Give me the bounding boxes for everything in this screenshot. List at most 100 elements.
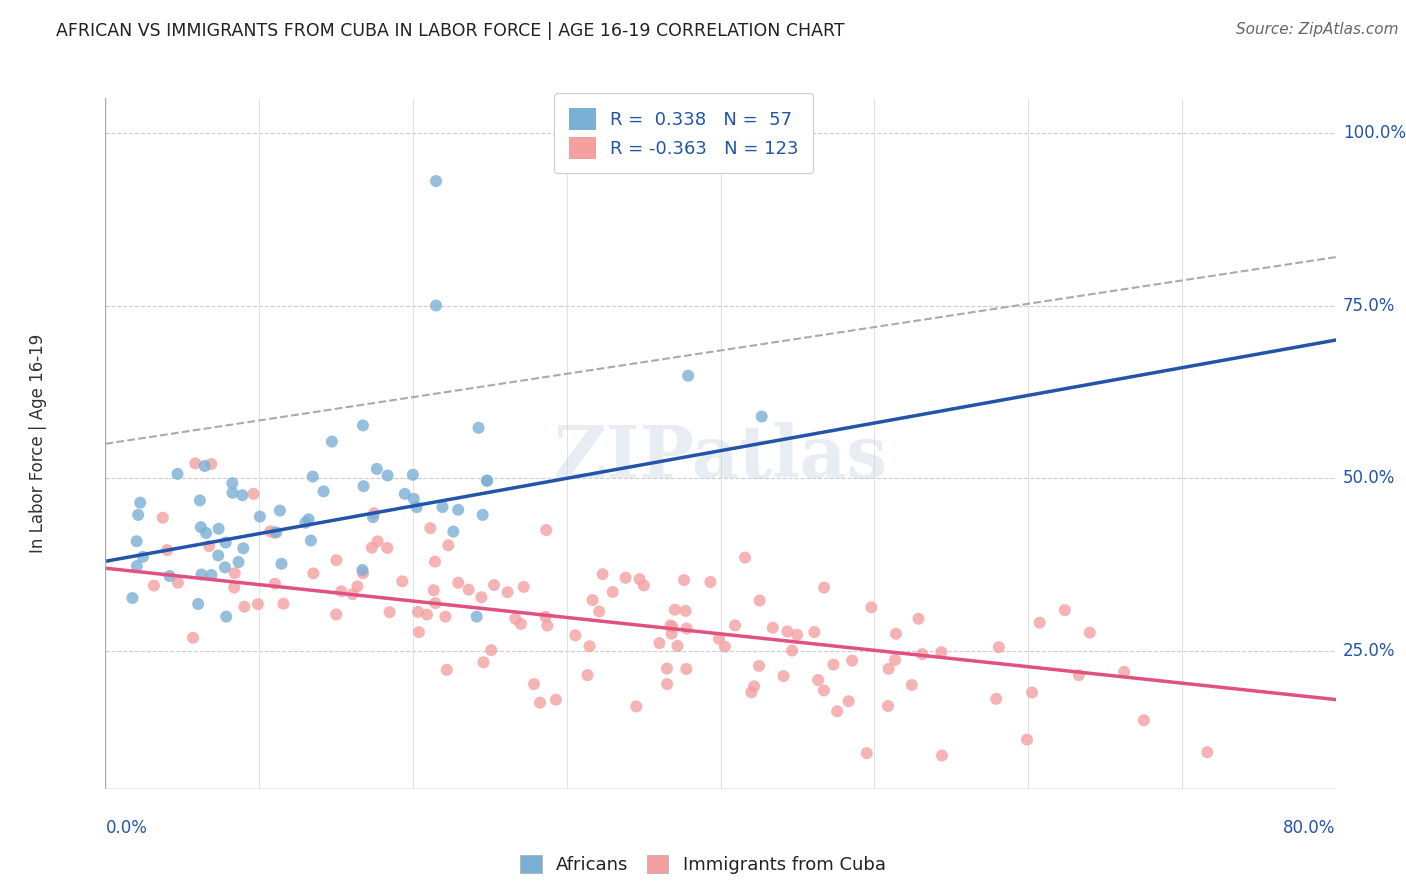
Point — [986, 691, 1008, 706]
Point — [325, 553, 347, 567]
Point — [228, 555, 250, 569]
Point — [394, 487, 416, 501]
Point — [699, 574, 721, 589]
Point — [200, 457, 222, 471]
Point — [270, 557, 292, 571]
Point — [1114, 665, 1136, 679]
Point — [748, 658, 770, 673]
Point — [592, 567, 614, 582]
Point — [342, 587, 364, 601]
Point — [434, 609, 457, 624]
Point — [564, 628, 586, 642]
Point — [363, 506, 385, 520]
Point — [512, 580, 534, 594]
Point — [405, 500, 427, 515]
Point — [259, 524, 281, 539]
Point — [425, 299, 447, 313]
Point — [724, 618, 747, 632]
Point — [214, 560, 236, 574]
Point — [402, 467, 425, 482]
Point — [776, 624, 799, 639]
Point — [475, 474, 498, 488]
Point — [1197, 745, 1219, 759]
Point — [472, 655, 495, 669]
Point — [190, 567, 212, 582]
Point — [377, 468, 399, 483]
Point — [714, 640, 737, 654]
Point — [901, 678, 924, 692]
Point — [269, 503, 291, 517]
Point — [661, 626, 683, 640]
Point — [475, 474, 498, 488]
Legend: Africans, Immigrants from Cuba: Africans, Immigrants from Cuba — [512, 846, 894, 883]
Point — [184, 456, 207, 470]
Point — [855, 746, 877, 760]
Point — [266, 525, 288, 540]
Point — [911, 647, 934, 661]
Point — [346, 579, 368, 593]
Point — [361, 510, 384, 524]
Point — [877, 662, 900, 676]
Point — [152, 510, 174, 524]
Point — [224, 566, 246, 580]
Point — [772, 669, 794, 683]
Point — [1021, 685, 1043, 699]
Point — [762, 621, 785, 635]
Legend: R =  0.338   N =  57, R = -0.363   N = 123: R = 0.338 N = 57, R = -0.363 N = 123 — [554, 94, 813, 173]
Point — [232, 541, 254, 556]
Point — [675, 662, 697, 676]
Point — [321, 434, 343, 449]
Point — [578, 639, 600, 653]
Point — [581, 593, 603, 607]
Point — [447, 503, 470, 517]
Point — [330, 584, 353, 599]
Point — [536, 618, 558, 632]
Point — [648, 636, 671, 650]
Point — [534, 609, 557, 624]
Point — [470, 591, 492, 605]
Point — [576, 668, 599, 682]
Point — [352, 563, 374, 577]
Point — [877, 698, 900, 713]
Point — [378, 605, 401, 619]
Point — [125, 534, 148, 549]
Point — [425, 174, 447, 188]
Point — [188, 493, 211, 508]
Point — [419, 521, 441, 535]
Point — [751, 409, 773, 424]
Point — [422, 583, 444, 598]
Point — [786, 628, 808, 642]
Point — [447, 575, 470, 590]
Point — [931, 645, 953, 659]
Point — [366, 462, 388, 476]
Point — [425, 596, 447, 610]
Point — [482, 578, 505, 592]
Point — [529, 696, 551, 710]
Point — [352, 418, 374, 433]
Point — [200, 568, 222, 582]
Point — [441, 524, 464, 539]
Text: ZIPatlas: ZIPatlas — [554, 422, 887, 493]
Point — [264, 576, 287, 591]
Point — [742, 679, 765, 693]
Point — [1053, 603, 1076, 617]
Point — [132, 549, 155, 564]
Point — [626, 699, 648, 714]
Point — [614, 571, 637, 585]
Point — [633, 578, 655, 592]
Point — [166, 467, 188, 481]
Point — [465, 609, 488, 624]
Point — [125, 559, 148, 574]
Point — [884, 627, 907, 641]
Point — [1078, 625, 1101, 640]
Point — [301, 469, 323, 483]
Point — [884, 653, 907, 667]
Point — [841, 654, 863, 668]
Point — [1133, 713, 1156, 727]
Point — [246, 597, 269, 611]
Point — [423, 555, 446, 569]
Point — [931, 748, 953, 763]
Point — [360, 541, 382, 555]
Point — [813, 683, 835, 698]
Point — [181, 631, 204, 645]
